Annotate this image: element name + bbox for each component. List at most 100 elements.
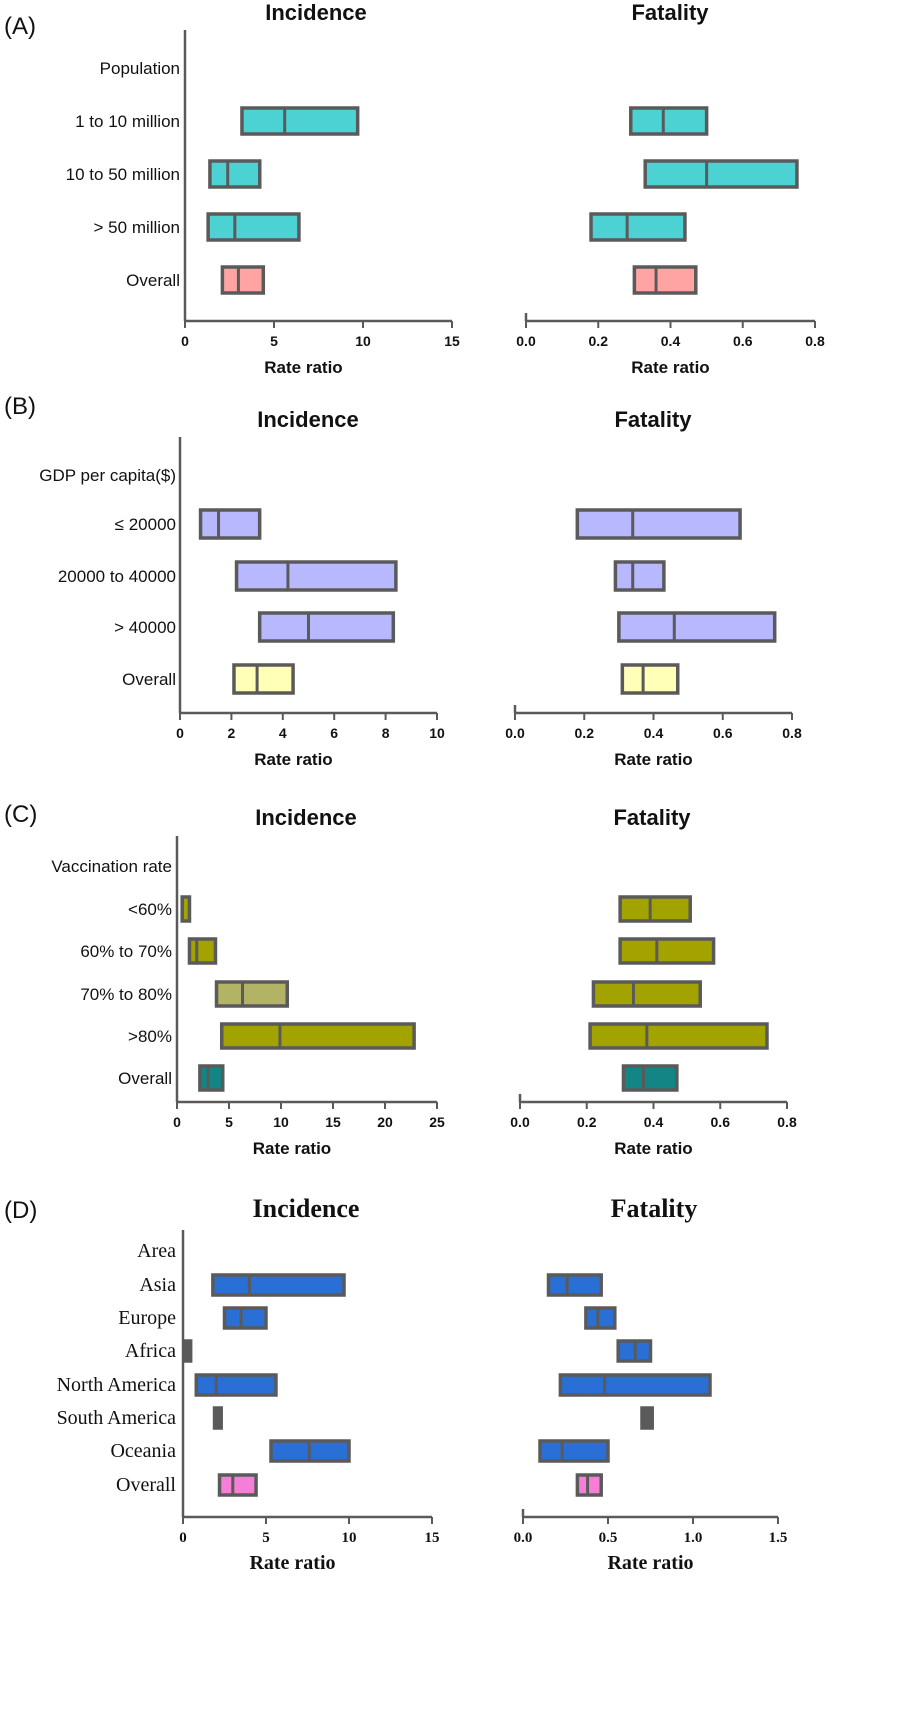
x-tick-label: 0.8: [805, 333, 825, 349]
category-label: Overall: [126, 271, 180, 290]
x-tick-label: 0.2: [577, 1114, 597, 1130]
ci-box: [217, 1473, 258, 1497]
panel-c: (C) Vaccination rate <60% 60% to 70% 70% to …: [4, 801, 797, 1158]
category-label: 10 to 50 million: [66, 165, 180, 184]
chart-title: Fatality: [611, 1194, 698, 1223]
chart-title: Fatality: [631, 0, 709, 25]
category-label: 20000 to 40000: [58, 567, 176, 586]
x-tick-label: 10: [429, 725, 445, 741]
ci-box: [187, 937, 218, 965]
x-axis-title: Rate ratio: [614, 750, 692, 769]
ci-box: [220, 265, 266, 295]
x-tick-label: 0.0: [510, 1114, 530, 1130]
ci-box: [194, 1373, 278, 1397]
x-tick-label: 0.2: [589, 333, 609, 349]
x-tick-label: 4: [279, 725, 287, 741]
x-tick-label: 0: [173, 1114, 181, 1130]
category-label: <60%: [128, 900, 172, 919]
category-label: Oceania: [110, 1440, 176, 1462]
category-label: Europe: [118, 1307, 176, 1329]
x-axis-title: Rate ratio: [631, 358, 709, 377]
category-label: Overall: [118, 1069, 172, 1088]
chart-fatality: Fatality 0.0 0.2 0.4 0.6 0.8 Rate ratio: [510, 805, 797, 1158]
chart-incidence: Incidence 0 5 10 15 Rate ratio: [179, 1194, 439, 1574]
ci-box: [198, 508, 262, 540]
panel-d: (D) Area Asia Europe Africa North America Sout…: [4, 1194, 787, 1574]
x-tick-label: 5: [225, 1114, 233, 1130]
x-tick-label: 2: [228, 725, 236, 741]
category-label: Africa: [125, 1340, 176, 1362]
category-label: > 40000: [114, 618, 176, 637]
ci-box: [214, 980, 289, 1008]
category-label: South America: [57, 1407, 177, 1429]
x-tick-label: 0.5: [599, 1530, 618, 1546]
ci-box: [558, 1373, 712, 1397]
ci-box: [206, 212, 301, 242]
ci-box: [257, 611, 396, 643]
chart-title: Incidence: [255, 805, 356, 830]
x-axis-title: Rate ratio: [264, 358, 342, 377]
ci-box: [620, 663, 680, 695]
chart-incidence: Incidence 0 5 10 15 Rate ratio: [181, 0, 460, 377]
ci-box: [591, 980, 702, 1008]
category-header: Vaccination rate: [51, 857, 172, 876]
category-label: Overall: [116, 1474, 176, 1496]
chart-title: Incidence: [265, 0, 366, 25]
panel-letter: (D): [4, 1197, 37, 1224]
x-tick-label: 15: [425, 1530, 440, 1546]
chart-title: Incidence: [257, 407, 358, 432]
ci-box: [234, 560, 398, 592]
category-header: GDP per capita($): [39, 466, 176, 485]
panel-letter: (A): [4, 13, 36, 40]
x-axis-title: Rate ratio: [253, 1139, 331, 1158]
x-axis-title: Rate ratio: [614, 1139, 692, 1158]
ci-box: [588, 1022, 769, 1050]
x-tick-label: 0: [179, 1530, 187, 1546]
chart-title: Incidence: [253, 1194, 360, 1223]
panel-a: (A) Population 1 to 10 million 10 to 50 mil…: [4, 0, 825, 377]
ci-box: [618, 895, 692, 923]
x-tick-label: 10: [355, 333, 371, 349]
ci-box: [180, 895, 192, 923]
x-tick-label: 0.8: [777, 1114, 797, 1130]
chart-title: Fatality: [614, 407, 692, 432]
x-tick-label: 20: [377, 1114, 393, 1130]
ci-box: [575, 1473, 603, 1497]
ci-box: [198, 1064, 225, 1092]
ci-box: [546, 1273, 603, 1297]
ci-box: [643, 159, 799, 189]
chart-fatality: Fatality 0.0 0.5 1.0 1.5 Rate ratio: [514, 1194, 788, 1574]
x-tick-label: 1.5: [769, 1530, 788, 1546]
ci-box: [212, 1406, 223, 1430]
ci-box: [617, 611, 777, 643]
ci-box: [632, 265, 698, 295]
ci-box: [211, 1273, 346, 1297]
chart-incidence: Incidence 0 5 10 15 20 25 Rate ratio: [173, 805, 445, 1158]
x-tick-label: 10: [273, 1114, 289, 1130]
ci-box: [219, 1022, 416, 1050]
x-axis-title: Rate ratio: [607, 1552, 693, 1574]
x-tick-label: 5: [270, 333, 278, 349]
x-tick-label: 1.0: [684, 1530, 703, 1546]
x-tick-label: 0.0: [505, 725, 525, 741]
x-tick-label: 0.4: [661, 333, 681, 349]
category-label: Asia: [139, 1274, 176, 1296]
ci-box: [584, 1306, 617, 1330]
category-label: ≤ 20000: [115, 515, 176, 534]
x-tick-label: 0.8: [782, 725, 802, 741]
category-label: Overall: [122, 670, 176, 689]
panel-letter: (C): [4, 801, 37, 828]
category-header: Area: [137, 1240, 176, 1262]
x-tick-label: 0: [176, 725, 184, 741]
ci-box: [629, 106, 709, 136]
x-tick-label: 0.4: [644, 1114, 664, 1130]
panel-letter: (B): [4, 393, 36, 420]
category-label: 70% to 80%: [80, 985, 172, 1004]
chart-title: Fatality: [613, 805, 691, 830]
ci-box: [613, 560, 666, 592]
x-axis-title: Rate ratio: [249, 1552, 335, 1574]
ci-box: [240, 106, 360, 136]
x-tick-label: 10: [342, 1530, 357, 1546]
ci-box: [232, 663, 295, 695]
